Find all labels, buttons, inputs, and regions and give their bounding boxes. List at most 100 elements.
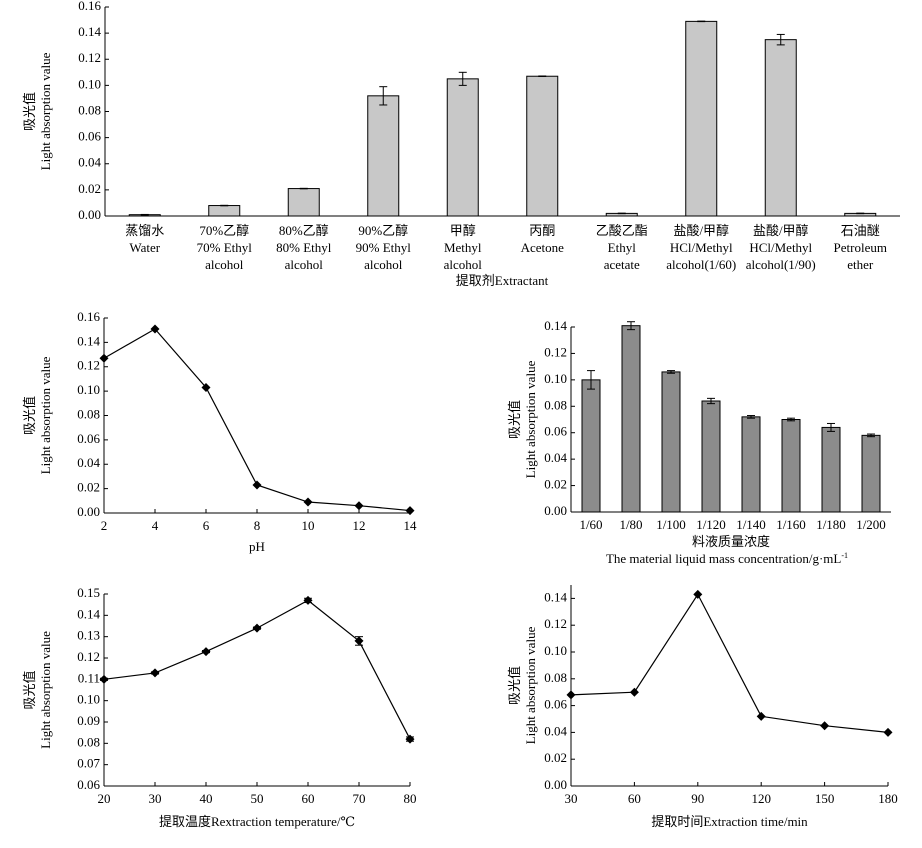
chart2-point xyxy=(252,480,262,490)
chart1-category-label: Ethyl xyxy=(608,240,637,255)
chart2-ytick-label: 0.08 xyxy=(77,406,100,421)
chart2-point xyxy=(201,382,211,392)
chart5-xlabel: 提取时间Extraction time/min xyxy=(651,814,808,829)
chart4-ylabel-cn: 吸光值 xyxy=(22,670,37,709)
chart1-category-label: 甲醇 xyxy=(450,223,476,238)
chart2-xtick-label: 6 xyxy=(203,518,210,533)
chart4-ytick-label: 0.15 xyxy=(77,585,100,600)
chart1-ytick-label: 0.16 xyxy=(78,0,101,13)
chart1-category-label: 70%乙醇 xyxy=(199,223,249,238)
chart5-xtick-label: 150 xyxy=(815,791,835,806)
chart3-bar xyxy=(741,416,761,513)
chart1-category-label: 90% Ethyl xyxy=(356,240,412,255)
chart2-xtick-label: 4 xyxy=(152,518,159,533)
chart2-ytick-label: 0.00 xyxy=(77,504,100,519)
chart4-ytick-label: 0.10 xyxy=(77,692,100,707)
chart4-ylabel: Light absorption value xyxy=(38,631,53,749)
chart3-category-label: 1/100 xyxy=(656,517,686,532)
chart2-xtick-label: 8 xyxy=(254,518,261,533)
chart3-category-label: 1/60 xyxy=(579,517,602,532)
chart1-category-label: alcohol xyxy=(285,257,324,272)
chart1-xlabel: 提取剂Extractant xyxy=(456,273,549,288)
chart3-ylabel: Light absorption value xyxy=(523,360,538,478)
chart2-xlabel: pH xyxy=(249,539,265,554)
chart3-xlabel-superscript: -1 xyxy=(841,551,848,560)
chart3-ytick-label: 0.10 xyxy=(544,371,567,386)
chart1-category-label: 蒸馏水 xyxy=(125,223,164,238)
chart3-bar xyxy=(701,400,721,513)
chart1-ylabel: Light absorption value xyxy=(38,52,53,170)
chart1-category-label: 70% Ethyl xyxy=(197,240,253,255)
chart4-xtick-label: 70 xyxy=(353,791,366,806)
chart1-category-label: 石油醚 xyxy=(841,223,880,238)
chart4-point xyxy=(252,623,262,633)
chart5-ylabel: Light absorption value xyxy=(523,626,538,744)
chart3-xlabel-cn: 料液质量浓度 xyxy=(692,534,770,549)
chart2-ytick-label: 0.12 xyxy=(77,358,100,373)
chart3-bar xyxy=(781,419,801,513)
chart1-category-label: HCl/Methyl xyxy=(749,240,812,255)
chart1-category-label: Acetone xyxy=(521,240,565,255)
chart4-xtick-label: 50 xyxy=(251,791,264,806)
chart5-ytick-label: 0.12 xyxy=(544,616,567,631)
chart5-point xyxy=(756,711,766,721)
chart5-ytick-label: 0.04 xyxy=(544,723,567,738)
chart3-ytick-label: 0.06 xyxy=(544,424,567,439)
chart2-ytick-label: 0.02 xyxy=(77,480,100,495)
chart1-ytick-label: 0.14 xyxy=(78,24,101,39)
chart1-ytick-label: 0.00 xyxy=(78,207,101,222)
chart4-ytick-label: 0.07 xyxy=(77,756,100,771)
chart2-point xyxy=(303,497,313,507)
chart3-category-label: 1/80 xyxy=(619,517,642,532)
chart2-ytick-label: 0.04 xyxy=(77,455,100,470)
chart1-category-label: HCl/Methyl xyxy=(670,240,733,255)
chart3-ytick-label: 0.04 xyxy=(544,450,567,465)
chart5-point xyxy=(566,690,576,700)
chart3-xlabel: The material liquid mass concentration/g… xyxy=(606,551,848,566)
chart1-category-label: 盐酸/甲醇 xyxy=(753,223,809,238)
chart3-bar xyxy=(661,371,681,513)
chart1-category-label: Water xyxy=(129,240,160,255)
chart3-bar xyxy=(581,379,601,513)
chart4-xtick-label: 80 xyxy=(404,791,417,806)
chart5-series-line xyxy=(570,593,889,733)
chart2-xtick-label: 12 xyxy=(353,518,366,533)
chart1-category-label: Methyl xyxy=(444,240,482,255)
chart3-ylabel-cn: 吸光值 xyxy=(507,400,522,439)
chart4-ytick-label: 0.14 xyxy=(77,606,100,621)
chart2-point xyxy=(354,501,364,511)
chart4-ytick-label: 0.09 xyxy=(77,713,100,728)
chart3-category-label: 1/140 xyxy=(736,517,766,532)
chart5-point xyxy=(629,687,639,697)
chart3-ytick-label: 0.14 xyxy=(544,318,567,333)
chart1-category-label: Petroleum xyxy=(834,240,887,255)
chart4-xlabel: 提取温度Rextraction temperature/℃ xyxy=(159,814,355,829)
chart2-point xyxy=(99,353,109,363)
chart1-category-label: 80%乙醇 xyxy=(279,223,329,238)
chart4-point xyxy=(303,595,313,605)
chart4-xtick-label: 60 xyxy=(302,791,315,806)
chart3-ytick-label: 0.08 xyxy=(544,397,567,412)
chart1-category-label: alcohol xyxy=(364,257,403,272)
chart2-point xyxy=(405,506,415,516)
chart1-category-label: alcohol(1/90) xyxy=(746,257,816,272)
chart5-xtick-label: 90 xyxy=(691,791,704,806)
chart1-ytick-label: 0.12 xyxy=(78,50,101,65)
chart2-xtick-label: 2 xyxy=(101,518,108,533)
chart3-category-label: 1/120 xyxy=(696,517,726,532)
chart2-xtick-label: 10 xyxy=(302,518,315,533)
chart2-point xyxy=(150,324,160,334)
chart4-ytick-label: 0.11 xyxy=(78,670,100,685)
chart5-ytick-label: 0.06 xyxy=(544,697,567,712)
chart1-ytick-label: 0.02 xyxy=(78,181,101,196)
chart3-bar xyxy=(821,426,841,513)
chart1-bar xyxy=(446,78,479,217)
chart5-xtick-label: 60 xyxy=(628,791,641,806)
chart3-bar xyxy=(621,325,641,513)
chart5-ytick-label: 0.10 xyxy=(544,643,567,658)
chart5-ylabel-cn: 吸光值 xyxy=(507,666,522,705)
chart1-bar xyxy=(685,20,718,217)
chart1-ytick-label: 0.04 xyxy=(78,155,101,170)
